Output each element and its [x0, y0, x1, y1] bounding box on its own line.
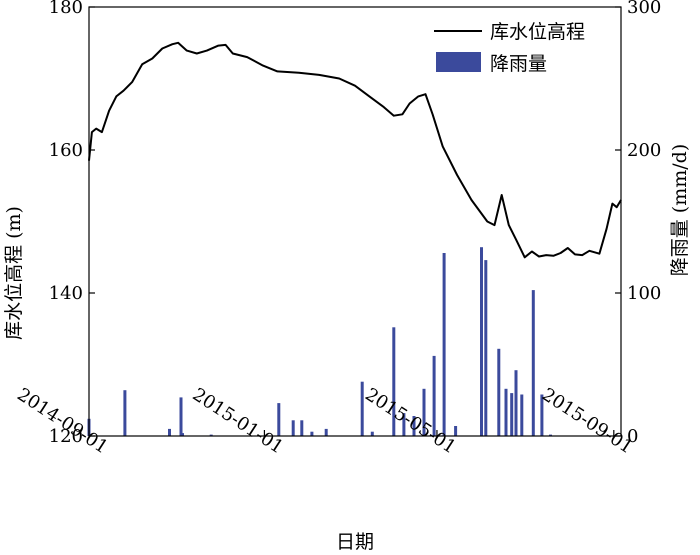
- x-tick-label: 2015-01-01: [189, 384, 287, 458]
- rainfall-bar: [370, 431, 374, 436]
- rainfall-bar: [168, 428, 171, 436]
- y-right-tick-label: 300: [627, 0, 661, 18]
- rainfall-bar: [291, 420, 295, 436]
- rainfall-bar: [520, 394, 524, 436]
- rainfall-bar: [510, 393, 514, 436]
- legend-label-rainfall: 降雨量: [490, 53, 547, 75]
- x-tick-label: 2014-09-01: [13, 384, 111, 458]
- rainfall-bar: [432, 355, 436, 436]
- rainfall-bar: [310, 431, 314, 436]
- axis-ticks: 120 140 160 180 0 100 200 300 2014-09-01 2015-01-…: [13, 0, 661, 458]
- y-left-tick-label: 180: [49, 0, 83, 18]
- rainfall-bar: [540, 394, 544, 436]
- rainfall-bar: [549, 434, 552, 436]
- rainfall-bar: [392, 327, 396, 436]
- rainfall-bar: [412, 416, 416, 436]
- x-axis-title: 日期: [336, 531, 374, 553]
- rainfall-bar: [179, 397, 183, 436]
- rainfall-bar: [360, 381, 364, 436]
- rainfall-bar: [422, 388, 426, 436]
- y-left-tick-label: 160: [49, 140, 83, 161]
- rainfall-bar: [454, 426, 458, 436]
- legend: 库水位高程 降雨量: [434, 21, 585, 75]
- water-level-line: [88, 41, 622, 259]
- rainfall-bar: [402, 413, 406, 436]
- plot-frame: [88, 6, 622, 437]
- y-axis-right-title: 降雨量 (mm/d): [669, 144, 691, 276]
- rainfall-bar: [480, 247, 483, 436]
- rainfall-bar: [209, 434, 213, 436]
- rainfall-bar: [504, 388, 508, 436]
- legend-bar-swatch: [436, 52, 481, 72]
- y-right-tick-label: 200: [627, 140, 661, 161]
- rainfall-bar: [442, 253, 446, 436]
- rainfall-bar: [324, 428, 328, 436]
- y-right-tick-label: 0: [627, 426, 638, 447]
- y-left-tick-label: 140: [49, 283, 83, 304]
- rainfall-bar: [123, 390, 127, 436]
- legend-label-water-level: 库水位高程: [490, 21, 585, 43]
- y-left-tick-label: 120: [49, 426, 83, 447]
- y-axis-left-title: 库水位高程 (m): [3, 206, 25, 340]
- rainfall-bar: [531, 290, 535, 436]
- x-tick-label: 2015-09-01: [538, 384, 636, 458]
- y-right-tick-label: 100: [627, 283, 661, 304]
- rainfall-bar: [497, 348, 501, 436]
- rainfall-bar: [181, 433, 184, 436]
- rainfall-bars: [87, 247, 552, 436]
- rainfall-bar: [514, 370, 518, 436]
- rainfall-bar: [277, 403, 281, 436]
- rainfall-bar: [484, 260, 488, 436]
- rainfall-bar: [300, 420, 304, 436]
